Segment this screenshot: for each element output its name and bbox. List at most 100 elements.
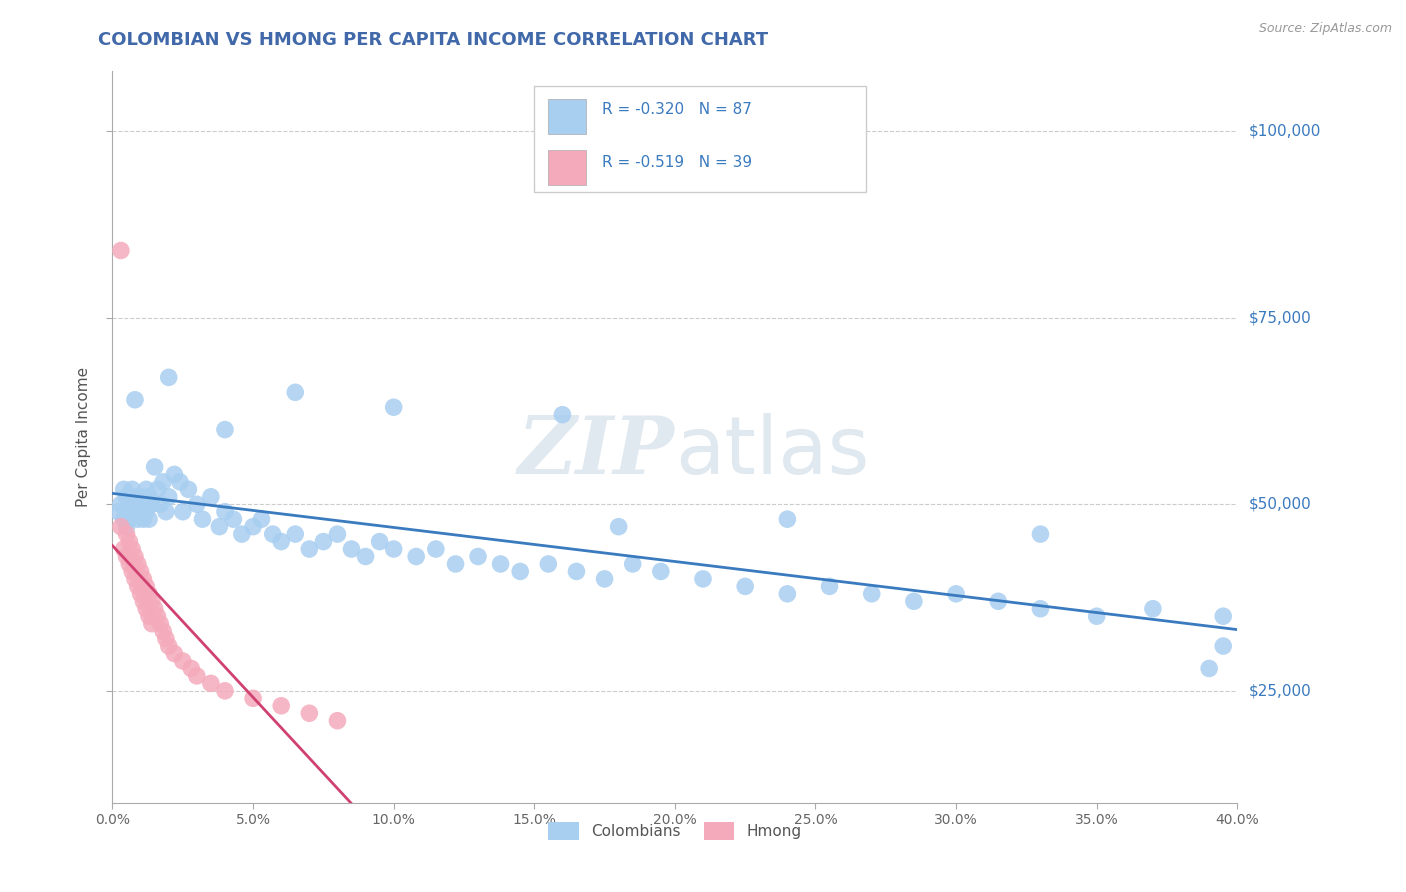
Point	[146, 609, 169, 624]
Point	[284, 385, 307, 400]
Point	[135, 601, 157, 615]
Point	[1085, 609, 1108, 624]
Text: $25,000: $25,000	[1249, 683, 1312, 698]
Point	[692, 572, 714, 586]
Point	[149, 616, 172, 631]
Point	[115, 549, 138, 564]
Point	[621, 557, 644, 571]
Text: R = -0.519   N = 39: R = -0.519 N = 39	[602, 155, 752, 169]
Point	[200, 490, 222, 504]
Point	[157, 639, 180, 653]
Point	[149, 497, 172, 511]
Point	[903, 594, 925, 608]
Point	[129, 490, 152, 504]
Point	[110, 497, 132, 511]
Point	[298, 706, 321, 721]
Point	[169, 475, 191, 489]
Point	[231, 527, 253, 541]
Point	[270, 534, 292, 549]
Point	[132, 594, 155, 608]
Point	[405, 549, 427, 564]
Point	[129, 565, 152, 579]
Point	[1142, 601, 1164, 615]
Point	[115, 490, 138, 504]
FancyBboxPatch shape	[534, 86, 866, 192]
Point	[551, 408, 574, 422]
Point	[987, 594, 1010, 608]
Point	[326, 714, 349, 728]
Point	[284, 527, 307, 541]
Point	[509, 565, 531, 579]
Point	[121, 497, 143, 511]
Text: COLOMBIAN VS HMONG PER CAPITA INCOME CORRELATION CHART: COLOMBIAN VS HMONG PER CAPITA INCOME COR…	[98, 31, 769, 49]
Point	[129, 587, 152, 601]
Point	[115, 527, 138, 541]
FancyBboxPatch shape	[548, 99, 585, 134]
Point	[115, 519, 138, 533]
Point	[135, 505, 157, 519]
Point	[425, 542, 447, 557]
Point	[118, 534, 141, 549]
Point	[298, 542, 321, 557]
Point	[155, 505, 177, 519]
Text: ZIP: ZIP	[517, 413, 675, 491]
Point	[214, 505, 236, 519]
Point	[155, 632, 177, 646]
Point	[354, 549, 377, 564]
Point	[141, 497, 163, 511]
Point	[186, 497, 208, 511]
Point	[110, 244, 132, 258]
Point	[163, 467, 186, 482]
Point	[118, 497, 141, 511]
Point	[1029, 527, 1052, 541]
Point	[200, 676, 222, 690]
Text: $75,000: $75,000	[1249, 310, 1312, 326]
Point	[112, 483, 135, 497]
Point	[127, 557, 149, 571]
Point	[138, 512, 160, 526]
Point	[208, 519, 231, 533]
Point	[110, 519, 132, 533]
Point	[143, 601, 166, 615]
Text: Source: ZipAtlas.com: Source: ZipAtlas.com	[1258, 22, 1392, 36]
Point	[141, 594, 163, 608]
Point	[444, 557, 467, 571]
Point	[135, 579, 157, 593]
Text: $100,000: $100,000	[1249, 124, 1320, 138]
Point	[818, 579, 841, 593]
Point	[172, 654, 194, 668]
Point	[118, 557, 141, 571]
Point	[124, 490, 146, 504]
Point	[124, 549, 146, 564]
Point	[537, 557, 560, 571]
Point	[191, 512, 214, 526]
Point	[152, 475, 174, 489]
Point	[214, 683, 236, 698]
Point	[467, 549, 489, 564]
Point	[118, 505, 141, 519]
Point	[141, 616, 163, 631]
Point	[132, 497, 155, 511]
Point	[242, 691, 264, 706]
Point	[121, 565, 143, 579]
Point	[489, 557, 512, 571]
Point	[132, 512, 155, 526]
Point	[112, 512, 135, 526]
Point	[1212, 609, 1234, 624]
Point	[146, 483, 169, 497]
Point	[163, 647, 186, 661]
Point	[650, 565, 672, 579]
Point	[250, 512, 273, 526]
Y-axis label: Per Capita Income: Per Capita Income	[76, 367, 91, 508]
Point	[121, 483, 143, 497]
Point	[593, 572, 616, 586]
Point	[129, 505, 152, 519]
Point	[138, 609, 160, 624]
Point	[143, 459, 166, 474]
Point	[124, 505, 146, 519]
Point	[222, 512, 245, 526]
Point	[734, 579, 756, 593]
Point	[172, 505, 194, 519]
Point	[121, 542, 143, 557]
Point	[270, 698, 292, 713]
